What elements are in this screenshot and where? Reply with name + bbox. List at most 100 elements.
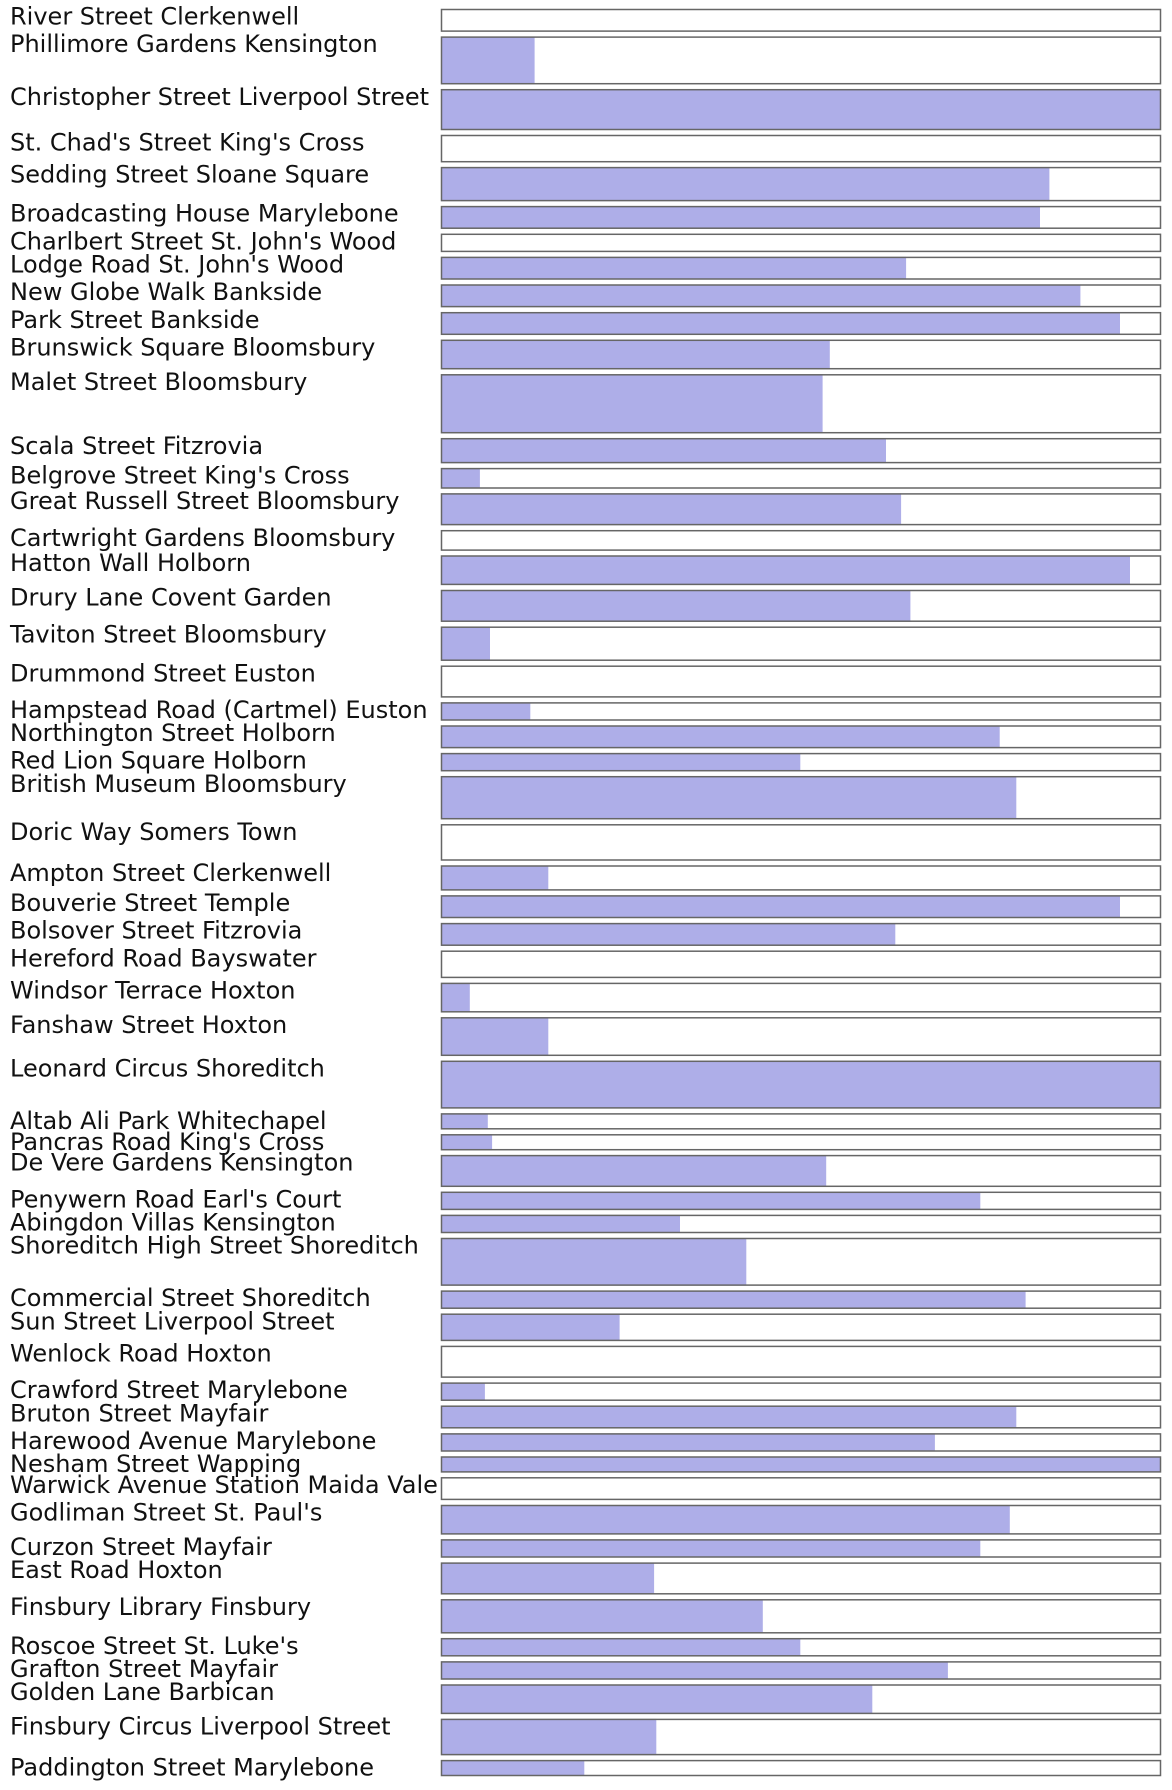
category-label: Finsbury Library Finsbury xyxy=(10,1593,311,1621)
bar-border xyxy=(440,88,1162,131)
category-label: Windsor Terrace Hoxton xyxy=(10,976,295,1004)
bar-border xyxy=(440,134,1162,163)
bar xyxy=(441,1214,680,1233)
bar-track xyxy=(441,665,1161,698)
bar-border xyxy=(440,437,1162,464)
bar-border xyxy=(440,665,1162,698)
bar xyxy=(441,1017,549,1056)
bar-border xyxy=(440,589,1162,622)
bar xyxy=(441,1382,485,1401)
category-label: Hatton Wall Holborn xyxy=(10,549,251,577)
category-label: Sun Street Liverpool Street xyxy=(10,1307,335,1335)
bar xyxy=(441,1313,620,1341)
bar-track xyxy=(441,702,1161,721)
bar-border xyxy=(440,1637,1162,1657)
bar-track xyxy=(441,135,1161,163)
bar-border xyxy=(440,1433,1162,1452)
bar xyxy=(441,1113,488,1130)
bar-border xyxy=(440,1382,1162,1401)
category-label: Drury Lane Covent Garden xyxy=(10,584,332,612)
bar xyxy=(441,1539,981,1558)
category-label: Taviton Street Bloomsbury xyxy=(9,620,327,648)
category-label: Belgrove Street King's Cross xyxy=(10,462,350,490)
category-label: Godliman Street St. Paul's xyxy=(10,1499,322,1527)
category-label: Altab Ali Park Whitechapel xyxy=(10,1107,327,1135)
bar xyxy=(441,1599,763,1634)
bar xyxy=(441,1155,827,1187)
bar-track xyxy=(441,1760,1161,1776)
bar xyxy=(441,1505,1010,1535)
bar-border xyxy=(440,339,1162,370)
bar-track xyxy=(441,530,1161,551)
bar xyxy=(441,982,470,1013)
category-label: Shoreditch High Street Shoreditch xyxy=(10,1232,419,1260)
bar xyxy=(441,374,823,434)
category-label: New Globe Walk Bankside xyxy=(10,278,322,306)
bar xyxy=(441,1456,1161,1473)
category-label: Phillimore Gardens Kensington xyxy=(10,30,378,58)
category-label: St. Chad's Street King's Cross xyxy=(10,129,364,157)
category-label: Cartwright Gardens Bloomsbury xyxy=(10,524,395,552)
category-label: Red Lion Square Holborn xyxy=(10,747,307,775)
bar xyxy=(441,776,1017,820)
bar-track xyxy=(441,1134,1161,1151)
bar-border xyxy=(440,1134,1162,1151)
bar xyxy=(441,555,1130,585)
bar-border xyxy=(440,1684,1162,1715)
category-label: Drummond Street Euston xyxy=(10,659,316,687)
category-label: Golden Lane Barbican xyxy=(10,1678,275,1706)
category-label: Wenlock Road Hoxton xyxy=(10,1339,272,1367)
category-label: Lodge Road St. John's Wood xyxy=(10,250,344,278)
bar-border xyxy=(440,1456,1162,1473)
bar-border xyxy=(440,1345,1162,1378)
bar-border xyxy=(440,233,1162,253)
bar-border xyxy=(440,166,1162,202)
bar-border xyxy=(440,1214,1162,1234)
bar-border xyxy=(440,824,1162,861)
bar xyxy=(441,753,801,772)
bar-track xyxy=(441,468,1161,489)
category-label: Fanshaw Street Hoxton xyxy=(10,1011,287,1039)
bar xyxy=(441,702,531,721)
category-label: Brunswick Square Bloomsbury xyxy=(10,333,375,361)
category-label: Grafton Street Mayfair xyxy=(10,1655,278,1683)
bar-border xyxy=(440,1539,1162,1558)
bar xyxy=(441,1134,493,1151)
category-label: Pancras Road King's Cross xyxy=(10,1128,324,1156)
bar xyxy=(441,1684,873,1714)
bar xyxy=(441,1433,935,1452)
bar-track xyxy=(441,1017,1161,1056)
category-label: Penywern Road Earl's Court xyxy=(10,1185,341,1213)
bar-track xyxy=(441,233,1161,252)
bar xyxy=(441,312,1120,335)
bar xyxy=(441,339,830,370)
category-label: Crawford Street Marylebone xyxy=(10,1376,348,1404)
bar xyxy=(441,626,490,661)
category-label: Ampton Street Clerkenwell xyxy=(10,859,331,887)
bar-border xyxy=(440,1759,1162,1777)
bar-track xyxy=(441,36,1161,85)
bar-border xyxy=(440,1313,1162,1342)
bar-track xyxy=(441,626,1161,661)
bar-track xyxy=(441,1477,1161,1500)
category-label: Harewood Avenue Marylebone xyxy=(10,1427,376,1455)
bar xyxy=(441,1760,585,1776)
category-label: Finsbury Circus Liverpool Street xyxy=(10,1712,391,1740)
bar xyxy=(441,284,1081,308)
bar-border xyxy=(440,1060,1162,1109)
bar xyxy=(441,468,480,489)
category-label: River Street Clerkenwell xyxy=(10,3,299,31)
category-label: Hampstead Road (Cartmel) Euston xyxy=(10,696,428,724)
bar-border xyxy=(440,36,1162,85)
bar-border xyxy=(440,1562,1162,1595)
category-label: Christopher Street Liverpool Street xyxy=(10,83,429,111)
bar-border xyxy=(440,374,1162,434)
category-label: Bolsover Street Fitzrovia xyxy=(10,917,302,945)
category-label: Paddington Street Marylebone xyxy=(10,1754,374,1782)
category-label: Park Street Bankside xyxy=(10,306,260,334)
bar-border xyxy=(440,1504,1162,1535)
category-label: Broadcasting House Marylebone xyxy=(10,200,399,228)
bar-border xyxy=(440,982,1162,1013)
category-label: Sedding Street Sloane Square xyxy=(10,161,369,189)
